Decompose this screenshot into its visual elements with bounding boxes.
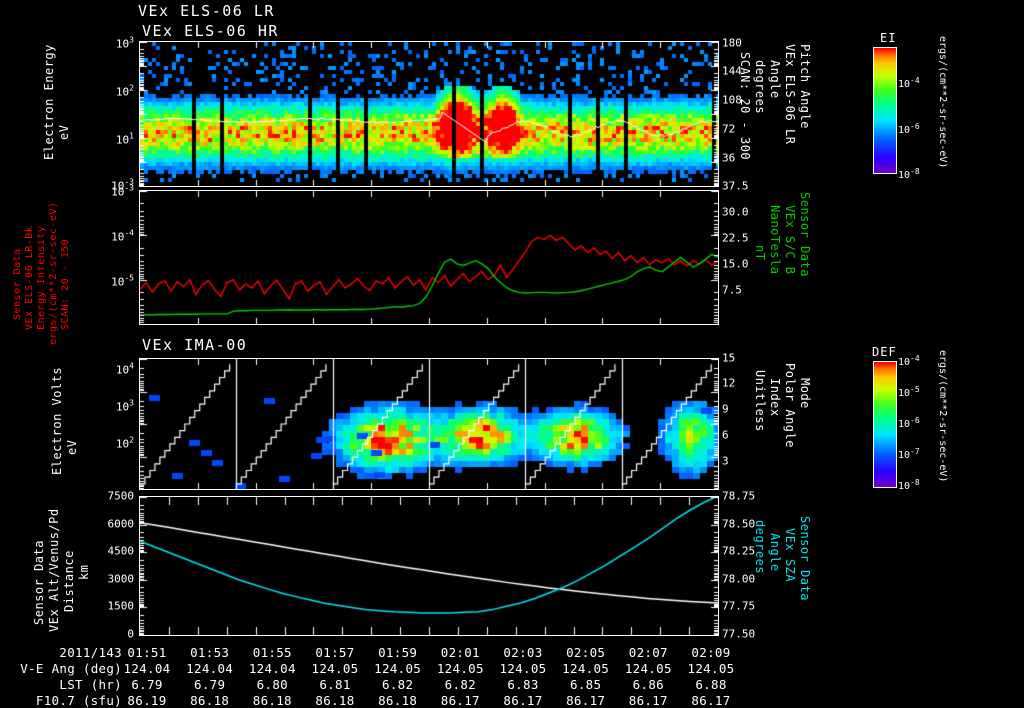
panel4-right-label-1: Sensor Data bbox=[798, 516, 812, 601]
panel1-right-label-3: Angle bbox=[768, 60, 782, 99]
time-tick-label: 01:59 bbox=[378, 645, 418, 660]
time-tick-label: 01:57 bbox=[315, 645, 355, 660]
ei-colorbar bbox=[873, 47, 897, 174]
panel3-right-label-4: Unitless bbox=[753, 370, 767, 432]
time-table-cell: 6.88 bbox=[695, 677, 727, 692]
time-table-row-label: LST (hr) bbox=[59, 677, 122, 692]
panel1-left-axis-label-1: Electron Energy bbox=[42, 44, 56, 160]
def-colorbar-title: DEF bbox=[872, 345, 897, 359]
time-tick-label: 01:55 bbox=[252, 645, 292, 660]
panel3-right-label-2: Polar Angle bbox=[783, 363, 797, 448]
panel3-left-label-1: Electron Volts bbox=[50, 366, 64, 475]
time-table-cell: 86.17 bbox=[691, 693, 731, 708]
panel4-left-label-4: km bbox=[77, 564, 91, 580]
panel3-left-axis: 104 103 102 bbox=[115, 361, 134, 451]
panel1-title-lr: VEx ELS-06 LR bbox=[138, 2, 275, 20]
panel2-right-label-4: nT bbox=[753, 245, 767, 261]
time-table-cell: 6.82 bbox=[444, 677, 476, 692]
panel1-right-axis: 180 144 108 72 36 bbox=[722, 36, 742, 165]
time-table-cell: 86.18 bbox=[252, 693, 292, 708]
time-table-cell: 86.17 bbox=[628, 693, 668, 708]
panel4-left-label-2: VEx Alt/Venus/Pd bbox=[47, 508, 61, 632]
time-table-row-label: V-E Ang (deg) bbox=[20, 661, 122, 676]
panel4-right-label-2: VEx SZA bbox=[783, 528, 797, 583]
def-colorbar-ticks: 10-4 10-5 10-6 10-7 10-8 bbox=[898, 353, 920, 493]
panel3-right-label-1: Mode bbox=[798, 378, 812, 409]
time-tick-label: 02:09 bbox=[691, 645, 731, 660]
panel1-right-label-4: degrees bbox=[753, 60, 767, 115]
ima-spectrogram-panel[interactable] bbox=[139, 358, 719, 490]
time-tick-label: 02:03 bbox=[503, 645, 543, 660]
time-table-row-label: 2011/143 bbox=[59, 645, 122, 660]
time-table-cell: 86.17 bbox=[566, 693, 606, 708]
time-table-cell: 124.04 bbox=[123, 661, 171, 676]
energy-intensity-bfield-panel[interactable] bbox=[139, 190, 719, 325]
time-table-cell: 6.85 bbox=[570, 677, 602, 692]
panel4-left-label-3: Distance bbox=[62, 550, 76, 612]
els-spectrogram-panel[interactable] bbox=[139, 41, 719, 187]
time-table-cell: 124.05 bbox=[687, 661, 735, 676]
time-tick-label: 01:51 bbox=[127, 645, 167, 660]
panel1-left-axis: 103 102 101 10-3 bbox=[111, 35, 134, 193]
time-tick-label: 01:53 bbox=[190, 645, 230, 660]
time-table-row-label: F10.7 (sfu) bbox=[35, 693, 122, 708]
time-table-cell: 6.80 bbox=[256, 677, 288, 692]
panel4-right-axis: 78.75 78.50 78.25 78.00 77.75 77.50 bbox=[722, 489, 756, 641]
time-table-cell: 6.79 bbox=[131, 677, 163, 692]
def-colorbar bbox=[873, 361, 897, 488]
time-table-cell: 124.05 bbox=[436, 661, 484, 676]
panel3-left-label-2: eV bbox=[65, 439, 79, 455]
panel1-left-axis-label-2: eV bbox=[57, 124, 71, 140]
panel3-right-axis: 15 12 9 6 3 bbox=[722, 351, 736, 468]
panel2-left-label-5: SCAN: 20 - 150 bbox=[60, 238, 71, 330]
panel2-right-axis: 37.5 30.0 22.5 15.0 7.5 bbox=[722, 179, 749, 297]
panel2-left-label-4: ergs/(cm**2-sr-sec-eV) bbox=[48, 201, 59, 345]
time-table-cell: 6.82 bbox=[382, 677, 414, 692]
time-table-cell: 124.05 bbox=[311, 661, 359, 676]
time-tick-label: 02:01 bbox=[440, 645, 480, 660]
panel2-left-axis: 10-3 10-4 10-5 bbox=[111, 183, 134, 289]
time-table-cell: 124.05 bbox=[499, 661, 547, 676]
panel1-right-label-1: Pitch Angle bbox=[798, 44, 812, 129]
time-table-cell: 124.04 bbox=[248, 661, 296, 676]
time-table-cell: 124.05 bbox=[562, 661, 610, 676]
panel4-right-label-3: Angle bbox=[768, 533, 782, 572]
time-table-cell: 86.19 bbox=[127, 693, 167, 708]
time-table-cell: 6.79 bbox=[194, 677, 226, 692]
panel2-left-label-1: Sensor Data bbox=[12, 248, 23, 320]
panel2-left-label-2: VEx ELS-06 LR-Bk bbox=[24, 225, 35, 330]
ei-colorbar-unit: ergs/(cm**2-sr-sec-eV) bbox=[937, 36, 948, 169]
time-table-cell: 6.86 bbox=[632, 677, 664, 692]
panel1-right-label-5: SCAN: 20 - 300 bbox=[738, 52, 752, 161]
panel1-right-label-2: VEx ELS-06 LR bbox=[783, 44, 797, 145]
time-tick-label: 02:05 bbox=[566, 645, 606, 660]
panel4-left-label-1: Sensor Data bbox=[32, 540, 46, 625]
panel2-right-label-3: NanoTesla bbox=[768, 205, 782, 275]
panel2-right-label-2: VEx S/C B bbox=[783, 205, 797, 275]
panel3-title: VEx IMA-00 bbox=[142, 336, 248, 354]
time-table-cell: 86.18 bbox=[315, 693, 355, 708]
ei-colorbar-title: EI bbox=[880, 31, 897, 45]
panel4-left-axis: 7500 6000 4500 3000 1500 0 bbox=[107, 489, 135, 641]
time-table-cell: 6.83 bbox=[507, 677, 539, 692]
time-table-cell: 124.04 bbox=[186, 661, 234, 676]
time-table-cell: 86.17 bbox=[440, 693, 480, 708]
time-table-cell: 86.17 bbox=[503, 693, 543, 708]
def-colorbar-unit: ergs/(cm**2-sr-sec-eV) bbox=[937, 350, 948, 483]
altitude-sza-panel[interactable] bbox=[139, 496, 719, 636]
time-table-cell: 86.18 bbox=[190, 693, 230, 708]
panel3-right-label-3: Index bbox=[768, 378, 782, 417]
time-table-cell: 124.05 bbox=[624, 661, 672, 676]
panel2-right-label-1: Sensor Data bbox=[798, 192, 812, 277]
panel2-left-label-3: Energy Intensity bbox=[36, 225, 47, 330]
time-table-cell: 124.05 bbox=[374, 661, 422, 676]
time-table-cell: 86.18 bbox=[378, 693, 418, 708]
time-table-cell: 6.81 bbox=[319, 677, 351, 692]
panel4-right-label-4: degrees bbox=[753, 520, 767, 575]
panel1-title-hr: VEx ELS-06 HR bbox=[142, 22, 279, 40]
time-tick-label: 02:07 bbox=[628, 645, 668, 660]
ei-colorbar-ticks: 10-4 10-6 10-8 bbox=[898, 75, 920, 182]
